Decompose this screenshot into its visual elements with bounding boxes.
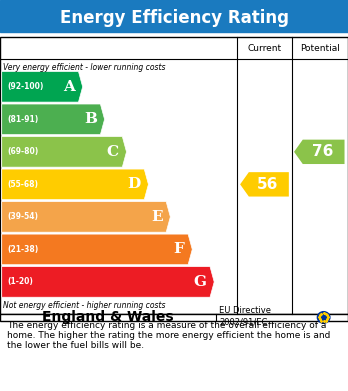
Bar [0,314,348,321]
Text: (1-20): (1-20) [7,278,33,287]
Polygon shape [2,234,192,265]
Text: (55-68): (55-68) [7,180,38,189]
Text: (69-80): (69-80) [7,147,38,156]
Circle shape [317,312,330,323]
Polygon shape [240,172,289,197]
Text: (39-54): (39-54) [7,212,38,221]
Text: D: D [127,178,141,191]
Text: E: E [151,210,163,224]
Polygon shape [2,136,127,167]
Text: Energy Efficiency Rating: Energy Efficiency Rating [60,9,288,27]
Text: G: G [193,275,206,289]
Bar [0,37,348,314]
Text: 76: 76 [312,144,333,160]
Text: F: F [174,242,184,256]
Polygon shape [294,140,345,164]
Text: The energy efficiency rating is a measure of the overall efficiency of a home. T: The energy efficiency rating is a measur… [7,321,330,350]
Text: (81-91): (81-91) [7,115,38,124]
Text: Potential: Potential [300,43,340,53]
Text: (92-100): (92-100) [7,82,44,91]
Text: Very energy efficient - lower running costs: Very energy efficient - lower running co… [3,63,166,72]
Text: (21-38): (21-38) [7,245,38,254]
Text: A: A [63,80,75,94]
Text: C: C [107,145,119,159]
Text: B: B [84,112,97,126]
Text: England & Wales: England & Wales [42,310,174,325]
Text: Current: Current [247,43,282,53]
Text: 56: 56 [257,177,279,192]
Polygon shape [2,202,171,232]
Polygon shape [2,72,82,102]
Bar [0,0,348,32]
Text: EU Directive
2002/91/EC: EU Directive 2002/91/EC [219,306,271,326]
Polygon shape [2,104,105,135]
Polygon shape [2,267,214,297]
Text: Not energy efficient - higher running costs: Not energy efficient - higher running co… [3,301,166,310]
Polygon shape [2,169,149,200]
